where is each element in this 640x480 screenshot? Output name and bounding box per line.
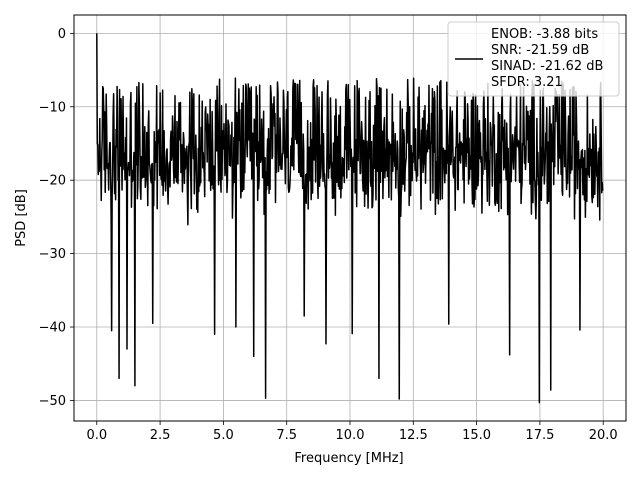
y-axis-label: PSD [dB] bbox=[14, 189, 29, 247]
x-axis-ticks: 0.0 2.5 5.0 7.5 10.0 12.5 15.0 17.5 20.0 bbox=[86, 421, 618, 443]
x-tick-label: 17.5 bbox=[525, 428, 554, 443]
y-tick-label: 0 bbox=[58, 27, 66, 42]
legend-enob: ENOB: -3.88 bits bbox=[491, 27, 598, 42]
y-tick-label: −50 bbox=[39, 394, 66, 409]
y-axis-ticks: 0 −10 −20 −30 −40 −50 bbox=[39, 27, 74, 409]
legend-box bbox=[447, 21, 620, 97]
legend-sfdr: SFDR: 3.21 bbox=[491, 75, 563, 90]
x-tick-label: 2.5 bbox=[150, 428, 171, 443]
legend: ENOB: -3.88 bits SNR: -21.59 dB SINAD: -… bbox=[447, 21, 620, 97]
plot-area bbox=[96, 33, 604, 404]
x-tick-label: 15.0 bbox=[462, 428, 491, 443]
psd-series-line bbox=[96, 33, 604, 404]
legend-snr: SNR: -21.59 dB bbox=[491, 43, 589, 58]
y-tick-label: −20 bbox=[39, 174, 66, 189]
x-tick-label: 5.0 bbox=[213, 428, 234, 443]
x-tick-label: 0.0 bbox=[86, 428, 107, 443]
x-tick-label: 20.0 bbox=[589, 428, 618, 443]
x-tick-label: 7.5 bbox=[276, 428, 297, 443]
y-tick-label: −10 bbox=[39, 100, 66, 115]
x-axis-label: Frequency [MHz] bbox=[294, 451, 403, 466]
y-tick-label: −40 bbox=[39, 321, 66, 336]
legend-sinad: SINAD: -21.62 dB bbox=[491, 59, 603, 74]
x-tick-label: 12.5 bbox=[399, 428, 428, 443]
x-tick-label: 10.0 bbox=[336, 428, 365, 443]
y-tick-label: −30 bbox=[39, 247, 66, 262]
